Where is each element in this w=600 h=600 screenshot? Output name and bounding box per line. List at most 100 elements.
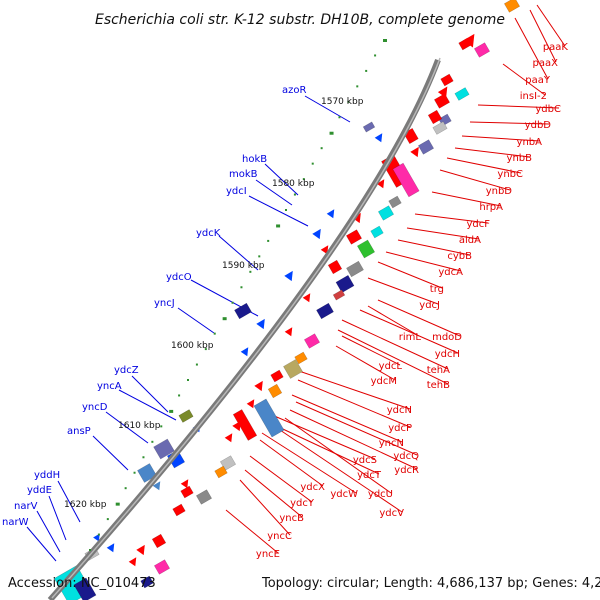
leader-line-paak bbox=[536, 4, 566, 47]
gene-label-ydcu[interactable]: ydcU bbox=[368, 489, 393, 500]
gene-label-ydcf[interactable]: ydcF bbox=[466, 219, 490, 230]
leader-line-alda bbox=[406, 227, 480, 240]
gene-label-ydco[interactable]: ydcO bbox=[166, 272, 192, 283]
gene-label-ansp[interactable]: ansP bbox=[67, 426, 91, 437]
feature-forward-5 bbox=[433, 93, 451, 109]
gene-label-ydcr[interactable]: ydcR bbox=[394, 465, 419, 476]
leader-line-mdod bbox=[377, 299, 461, 337]
gene-label-mokb[interactable]: mokB bbox=[229, 169, 258, 180]
leader-line-ydcp bbox=[297, 379, 411, 428]
gene-label-paax[interactable]: paaX bbox=[533, 58, 559, 69]
gene-label-azor[interactable]: azoR bbox=[282, 85, 306, 96]
feature-forward-29 bbox=[232, 409, 258, 441]
gene-label-paak[interactable]: paaK bbox=[543, 42, 569, 53]
gene-label-ydcw[interactable]: ydcW bbox=[330, 489, 358, 500]
map-title: Escherichia coli str. K-12 substr. DH10B… bbox=[95, 12, 505, 28]
gene-label-yncc[interactable]: yncC bbox=[267, 531, 292, 542]
gene-label-ydch[interactable]: ydcH bbox=[435, 349, 460, 360]
tick-dot bbox=[285, 209, 287, 211]
gene-label-tehb[interactable]: tehB bbox=[427, 380, 450, 391]
leader-line-yncn bbox=[291, 394, 403, 443]
gene-label-ydbd[interactable]: ydbD bbox=[525, 120, 552, 131]
gene-label-yncd[interactable]: yncD bbox=[82, 402, 108, 413]
gene-label-ydcp[interactable]: ydcP bbox=[388, 423, 412, 434]
gene-label-ydci[interactable]: ydcI bbox=[226, 186, 247, 197]
arrow-reverse-9 bbox=[93, 533, 100, 542]
leader-line-riml bbox=[367, 305, 420, 337]
leader-line-ydcu bbox=[284, 417, 392, 494]
gene-label-narv[interactable]: narV bbox=[14, 501, 38, 512]
feature-forward-22 bbox=[316, 302, 334, 320]
topology-text: Topology: circular; Length: 4,686,137 bp… bbox=[261, 576, 600, 591]
tick-dot bbox=[258, 255, 261, 258]
feature-reverse-3 bbox=[153, 438, 175, 460]
gene-label-riml[interactable]: rimL bbox=[399, 332, 422, 343]
tick-dot bbox=[231, 301, 234, 304]
feature-forward-14 bbox=[377, 205, 395, 221]
gene-label-ynbb[interactable]: ynbB bbox=[507, 153, 533, 164]
gene-features bbox=[53, 0, 521, 600]
leader-line-paay bbox=[514, 17, 549, 80]
tick-dot bbox=[169, 409, 174, 413]
gene-label-ydcm[interactable]: ydcM bbox=[371, 376, 397, 387]
gene-label-ydcl[interactable]: ydcL bbox=[379, 361, 403, 372]
gene-label-cybb[interactable]: cybB bbox=[447, 251, 472, 262]
kbp-scale-labels: 1570 kbp 1580 kbp 1590 kbp 1600 kbp 1610 kbp… bbox=[64, 97, 364, 510]
gene-label-ydct[interactable]: ydcT bbox=[357, 470, 382, 481]
feature-forward-30 bbox=[219, 455, 237, 471]
gene-label-alda[interactable]: aldA bbox=[459, 235, 481, 246]
tick-dot bbox=[347, 100, 350, 103]
arrow-reverse-2 bbox=[312, 228, 321, 240]
gene-label-ydcs[interactable]: ydcS bbox=[353, 455, 377, 466]
gene-label-yncn[interactable]: yncN bbox=[379, 438, 404, 449]
gene-label-ynce[interactable]: yncE bbox=[256, 549, 280, 560]
gene-label-hokb[interactable]: hokB bbox=[242, 154, 267, 165]
gene-label-ynca[interactable]: yncA bbox=[97, 381, 122, 392]
gene-label-ydck[interactable]: ydcK bbox=[196, 228, 221, 239]
feature-forward-27 bbox=[267, 383, 283, 399]
gene-label-ydcj[interactable]: ydcJ bbox=[419, 300, 440, 311]
gene-label-ydcx[interactable]: ydcX bbox=[300, 482, 325, 493]
gene-label-ydcy[interactable]: ydcY bbox=[290, 498, 315, 509]
gene-label-yncj[interactable]: yncJ bbox=[154, 298, 175, 309]
feature-forward-19 bbox=[327, 259, 343, 275]
feature-forward-1 bbox=[473, 42, 491, 58]
gene-label-teha[interactable]: tehA bbox=[427, 365, 450, 376]
tick-dot bbox=[365, 69, 368, 72]
arrow-reverse-7 bbox=[152, 481, 161, 491]
gene-label-ydbc[interactable]: ydbC bbox=[535, 104, 561, 115]
gene-label-ynbc[interactable]: ynbC bbox=[497, 169, 523, 180]
gene-label-mdod[interactable]: mdoD bbox=[432, 332, 462, 343]
gene-label-ynbd[interactable]: ynbD bbox=[486, 186, 513, 197]
arrow-reverse-4 bbox=[256, 318, 265, 330]
gene-label-hrpa[interactable]: hrpA bbox=[479, 202, 503, 213]
gene-label-ydcq[interactable]: ydcQ bbox=[393, 451, 419, 462]
leader-line-narw bbox=[26, 526, 57, 562]
gene-label-ydde[interactable]: yddE bbox=[27, 485, 52, 496]
gene-label-paay[interactable]: paaY bbox=[525, 75, 551, 86]
gene-label-ynba[interactable]: ynbA bbox=[517, 137, 543, 148]
arrow-reverse-8 bbox=[106, 543, 115, 553]
gene-label-yncb[interactable]: yncB bbox=[279, 513, 304, 524]
gene-label-yddh[interactable]: yddH bbox=[34, 470, 60, 481]
feature-forward-26 bbox=[270, 369, 284, 383]
gene-label-ydcv[interactable]: ydcV bbox=[379, 508, 404, 519]
gene-label-ydcz[interactable]: ydcZ bbox=[114, 365, 139, 376]
arrow-forward-10 bbox=[232, 420, 241, 432]
gene-label-narw[interactable]: narW bbox=[2, 517, 29, 528]
feature-reverse-5 bbox=[137, 463, 157, 483]
gene-label-ydca[interactable]: ydcA bbox=[438, 267, 463, 278]
gene-label-ydcn[interactable]: ydcN bbox=[387, 405, 412, 416]
leader-line-yncc bbox=[239, 479, 291, 536]
feature-forward-4 bbox=[454, 87, 470, 101]
feature-reverse-2 bbox=[178, 409, 194, 423]
leader-line-yncj bbox=[177, 307, 215, 334]
gene-label-insi-2[interactable]: insI-2 bbox=[520, 91, 547, 102]
arrow-reverse-5 bbox=[240, 347, 249, 357]
leader-line-ydcf bbox=[414, 213, 489, 224]
feature-forward-32 bbox=[195, 489, 213, 505]
feature-forward-35 bbox=[151, 533, 167, 549]
gene-label-trg[interactable]: trg bbox=[430, 284, 444, 295]
feature-forward-0 bbox=[503, 0, 521, 13]
